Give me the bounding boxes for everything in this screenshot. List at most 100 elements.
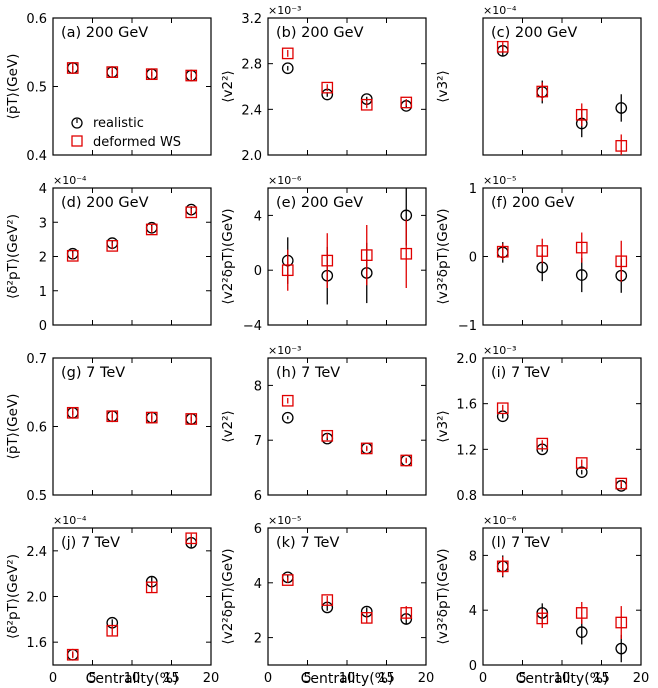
panel-10: 1.6 2.0 2.4 0 5 10 15 20 ×10⁻⁴ (j) 7 TeV ⟨δ²pT⟩(Ge…: [5, 514, 219, 686]
point-deformed: [145, 68, 158, 81]
point-deformed: [281, 574, 294, 586]
y-multiplier: ×10⁻⁵: [483, 174, 516, 187]
x-tick-label: 0: [264, 671, 272, 686]
y-tick-label: 1.6: [456, 398, 477, 413]
panel-9: 0.8 1.2 1.6 2.0 ×10⁻³ (i) 7 TeV ⟨v3²⟩: [435, 344, 642, 504]
point-realistic: [615, 642, 628, 655]
panel-label: (i) 7 TeV: [491, 365, 550, 381]
y-tick-label: 3: [39, 216, 47, 231]
y-tick-label: 0.7: [26, 352, 47, 367]
point-realistic: [575, 269, 588, 281]
panel-6: −1 0 1 ×10⁻⁵ (f) 200 GeV ⟨v3²δpT⟩(GeV): [435, 174, 642, 334]
panel-label: (d) 200 GeV: [61, 195, 149, 211]
legend: realistic deformed WS: [71, 116, 181, 150]
y-multiplier: ×10⁻⁴: [53, 174, 87, 187]
y-multiplier: ×10⁻⁴: [483, 4, 517, 17]
panel-4: 0 1 2 3 4 ×10⁻⁴ (d) 200 GeV ⟨δ²pT⟩(GeV²): [5, 174, 212, 334]
point-deformed: [575, 241, 588, 254]
point-deformed: [360, 98, 373, 111]
panel-label: (c) 200 GeV: [491, 25, 577, 41]
point-deformed: [536, 245, 549, 257]
point-deformed: [281, 264, 294, 277]
point-deformed: [575, 457, 588, 469]
point-realistic: [615, 102, 628, 114]
point-deformed: [400, 96, 413, 109]
x-tick-label: 20: [633, 671, 650, 686]
y-multiplier: ×10⁻⁴: [53, 514, 87, 527]
y-tick-label: 8: [469, 549, 477, 564]
y-tick-label: 2.0: [26, 591, 47, 606]
panel-label: (h) 7 TeV: [276, 365, 340, 381]
y-multiplier: ×10⁻³: [483, 344, 516, 357]
y-tick-label: 2.8: [241, 58, 262, 73]
point-deformed: [400, 454, 413, 467]
panel-3: ×10⁻⁴ (c) 200 GeV ⟨v3²⟩: [435, 4, 642, 156]
point-deformed: [145, 223, 158, 236]
legend-label-realistic: realistic: [93, 116, 144, 131]
y-tick-label: 0.6: [26, 12, 47, 27]
y-tick-label: 4: [254, 577, 262, 592]
panel-7: 0.5 0.6 0.7 (g) 7 TeV ⟨p̄T⟩(GeV): [5, 352, 212, 504]
point-deformed: [321, 254, 334, 267]
y-tick-label: 4: [254, 209, 262, 224]
y-multiplier: ×10⁻⁶: [268, 174, 302, 187]
point-deformed: [185, 413, 198, 425]
x-tick-label: 10: [339, 671, 356, 686]
panel-label: (b) 200 GeV: [276, 25, 364, 41]
panel-label: (f) 200 GeV: [491, 195, 574, 211]
panel-8: 6 7 8 ×10⁻³ (h) 7 TeV ⟨v2²⟩: [220, 344, 427, 504]
x-axis-label: Centrality(%): [516, 671, 609, 687]
y-tick-label: 2.4: [26, 545, 47, 560]
point-deformed: [615, 140, 628, 152]
point-deformed: [615, 255, 628, 268]
legend-marker-deformed: [71, 135, 83, 147]
point-deformed: [360, 249, 373, 261]
y-tick-label: 4: [39, 182, 47, 197]
point-realistic: [575, 466, 588, 479]
point-deformed: [321, 594, 334, 606]
y-axis-label: ⟨p̄T⟩(GeV): [5, 394, 21, 460]
point-deformed: [496, 402, 509, 415]
y-tick-label: 0.5: [26, 489, 47, 504]
point-deformed: [106, 66, 119, 78]
point-deformed: [185, 69, 198, 82]
point-deformed: [536, 85, 549, 98]
y-tick-label: 0.5: [26, 81, 47, 96]
y-axis-label: ⟨p̄T⟩(GeV): [5, 54, 21, 120]
x-tick-label: 5: [518, 671, 526, 686]
point-deformed: [615, 477, 628, 490]
y-tick-label: 8: [254, 379, 262, 394]
y-tick-label: 7: [254, 434, 262, 449]
point-deformed: [145, 411, 158, 424]
point-deformed: [536, 437, 549, 450]
y-tick-label: −4: [243, 319, 262, 334]
y-tick-label: 0: [254, 264, 262, 279]
x-tick-label: 15: [163, 671, 180, 686]
y-tick-label: 1: [469, 182, 477, 197]
point-deformed: [185, 206, 198, 219]
x-tick-label: 5: [88, 671, 96, 686]
x-tick-label: 20: [418, 671, 435, 686]
x-tick-label: 0: [479, 671, 487, 686]
y-tick-label: 0: [469, 251, 477, 266]
point-deformed: [400, 247, 413, 260]
x-tick-label: 0: [49, 671, 57, 686]
legend-marker-realistic: [71, 117, 83, 129]
point-deformed: [106, 410, 119, 423]
y-tick-label: 3.2: [241, 12, 262, 27]
y-tick-label: 0.4: [26, 149, 47, 164]
x-tick-label: 5: [303, 671, 311, 686]
y-tick-label: 0.8: [456, 489, 477, 504]
point-deformed: [281, 394, 294, 407]
x-tick-label: 15: [593, 671, 610, 686]
point-deformed: [66, 406, 79, 419]
point-deformed: [400, 607, 413, 619]
point-deformed: [321, 81, 334, 94]
y-multiplier: ×10⁻³: [268, 4, 301, 17]
y-axis-label: ⟨v2²⟩: [220, 410, 236, 443]
panel-label: (l) 7 TeV: [491, 535, 550, 551]
y-tick-label: 1.2: [456, 443, 477, 458]
panel-label: (k) 7 TeV: [276, 535, 339, 551]
y-multiplier: ×10⁻⁵: [268, 514, 301, 527]
